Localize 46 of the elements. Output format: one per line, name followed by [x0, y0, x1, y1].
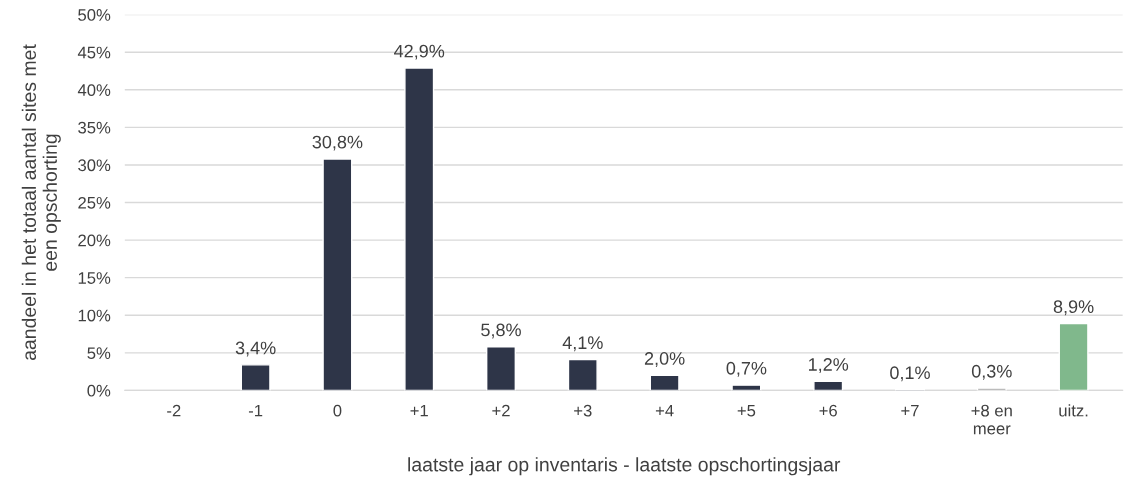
x-tick-label: +8 en meer — [971, 404, 1012, 435]
data-label: 0,1% — [890, 366, 930, 382]
y-tick-label: 25% — [78, 196, 111, 209]
data-label: 0,3% — [971, 364, 1012, 380]
y-tick-label: 5% — [87, 347, 111, 360]
y-tick-label: 20% — [78, 234, 111, 247]
x-tick-label: 0 — [333, 404, 342, 417]
data-label: 4,1% — [562, 336, 603, 352]
bar — [567, 358, 598, 391]
y-tick-label: 10% — [78, 309, 111, 322]
x-tick-label: +5 — [737, 404, 756, 417]
bar — [649, 374, 680, 391]
bar — [1058, 322, 1089, 391]
x-tick-label: +6 — [819, 404, 837, 417]
y-tick-label: 35% — [78, 121, 111, 134]
bar — [240, 364, 271, 391]
y-tick-label: 45% — [77, 46, 111, 59]
y-axis-title: aandeel in het totaal aantal sites met een opschorting — [21, 44, 61, 361]
x-tick-label: -2 — [167, 404, 181, 417]
data-label: 3,4% — [235, 341, 276, 357]
x-tick-label: +1 — [410, 404, 428, 417]
x-tick-label: +2 — [492, 404, 510, 417]
bar — [485, 346, 517, 391]
bar — [404, 67, 435, 391]
data-label: 30,8% — [312, 135, 363, 151]
y-tick-label: 40% — [77, 84, 111, 96]
bar — [813, 380, 844, 391]
y-tick-label: 30% — [78, 159, 111, 172]
bar — [731, 384, 762, 391]
data-label: 8,9% — [1053, 300, 1094, 316]
x-tick-label: +7 — [901, 404, 919, 417]
x-tick-label: -1 — [248, 404, 263, 417]
x-tick-label: +4 — [655, 404, 674, 417]
y-tick-label: 15% — [78, 272, 111, 284]
y-tick-label: 50% — [78, 9, 111, 21]
y-tick-label: 0% — [87, 384, 111, 397]
data-label: 42,9% — [394, 44, 445, 60]
x-tick-label: uitz. — [1059, 404, 1088, 417]
data-label: 0,7% — [726, 361, 767, 377]
x-axis-title: laatste jaar op inventaris - laatste opschortingsjaar — [408, 457, 841, 476]
x-tick-label: +3 — [574, 404, 592, 417]
data-label: 1,2% — [808, 358, 849, 373]
bar — [976, 387, 1007, 391]
bar — [322, 158, 353, 391]
data-label: 2,0% — [644, 352, 685, 367]
data-label: 5,8% — [481, 323, 521, 339]
